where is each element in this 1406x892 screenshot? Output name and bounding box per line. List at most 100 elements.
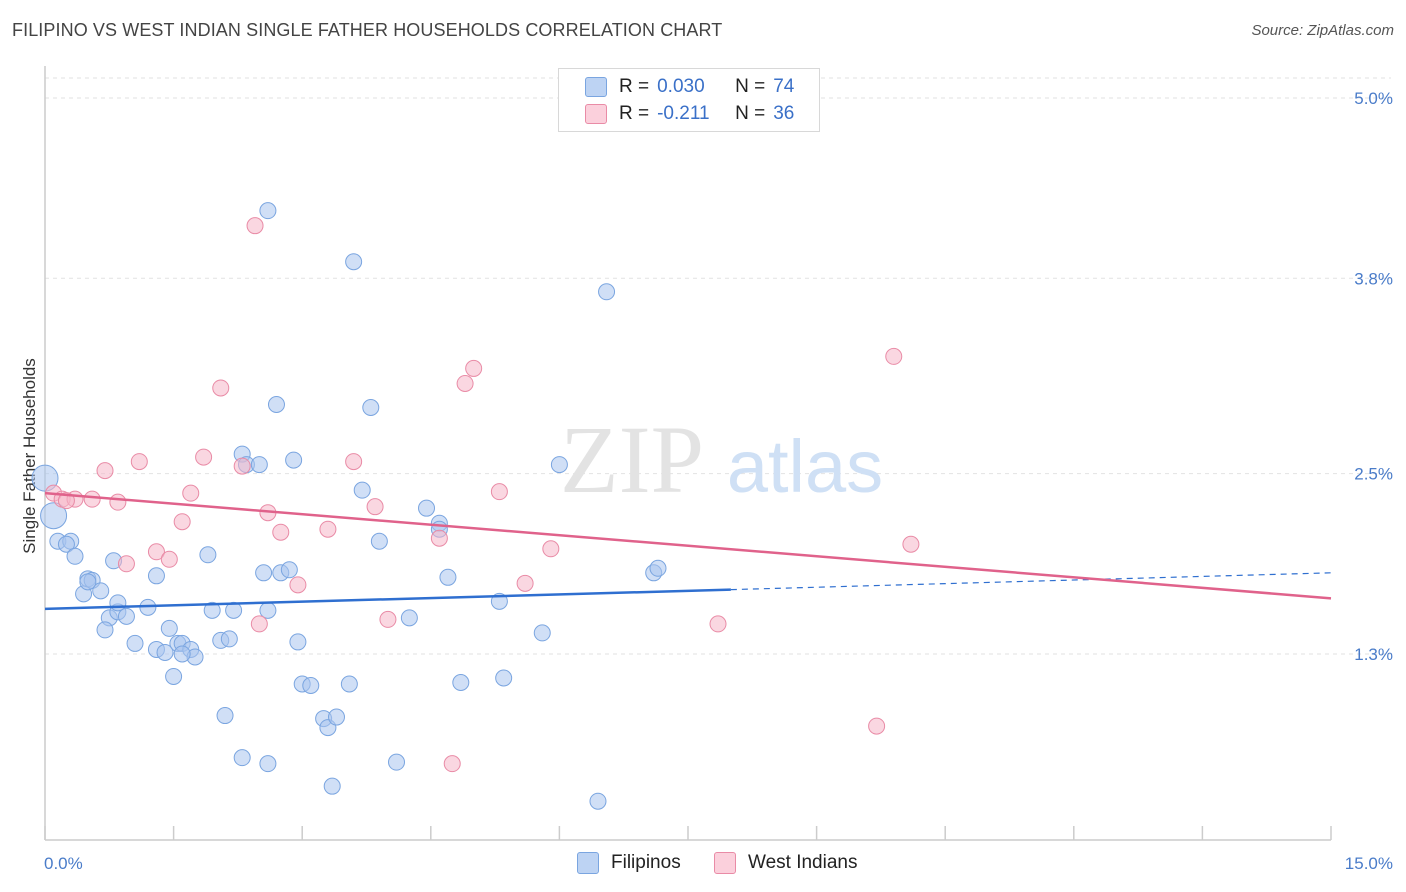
west-indians-point: [130, 453, 148, 471]
west-indians-point: [246, 217, 264, 235]
west-indians-point: [516, 574, 534, 592]
filipinos-point: [418, 499, 436, 517]
filipinos-point: [289, 633, 307, 651]
filipinos-point: [323, 777, 341, 795]
legend-r-value: 0.030: [657, 76, 705, 97]
filipinos-point: [327, 708, 345, 726]
y-tick-label: 1.3%: [1354, 645, 1393, 664]
legend-swatch-filipinos: [585, 77, 607, 97]
west-indians-trend-line: [44, 491, 1332, 600]
correlation-legend: R = 0.030 N = 74 R = -0.211 N = 36: [558, 68, 820, 132]
filipinos-trend-line-extension: [730, 572, 1332, 591]
west-indians-point: [160, 550, 178, 568]
legend-label-west-indians: West Indians: [748, 852, 858, 873]
legend-row-filipinos: R = 0.030 N = 74: [585, 74, 794, 100]
legend-item-west-indians[interactable]: West Indians: [714, 852, 857, 874]
filipinos-point: [126, 634, 144, 652]
filipinos-point: [203, 601, 221, 619]
filipinos-point: [160, 619, 178, 637]
filipinos-point: [285, 451, 303, 469]
west-indians-point: [109, 493, 127, 511]
filipinos-point: [439, 568, 457, 586]
filipinos-point: [400, 609, 418, 627]
filipinos-point: [550, 456, 568, 474]
chart-title: FILIPINO VS WEST INDIAN SINGLE FATHER HO…: [12, 20, 723, 40]
west-indians-point: [289, 576, 307, 594]
west-indians-point: [195, 448, 213, 466]
watermark-zip: ZIP: [560, 406, 704, 513]
legend-r-value: -0.211: [657, 103, 710, 124]
filipinos-point: [199, 546, 217, 564]
west-indians-point: [147, 543, 165, 561]
filipinos-point: [589, 792, 607, 810]
legend-n-label: N =: [735, 76, 766, 97]
west-indians-point: [173, 513, 191, 531]
legend-swatch-filipinos: [577, 852, 599, 874]
filipinos-point: [353, 481, 371, 499]
west-indians-point: [272, 523, 290, 541]
west-indians-point: [345, 453, 363, 471]
west-indians-point: [465, 359, 483, 377]
west-indians-point: [233, 457, 251, 475]
filipinos-point: [370, 532, 388, 550]
filipinos-point: [533, 624, 551, 642]
series-legend: Filipinos West Indians: [0, 852, 1406, 878]
west-indians-point: [117, 555, 135, 573]
grid-lines: [45, 77, 1391, 655]
filipinos-point: [31, 464, 59, 492]
legend-n-value: 74: [773, 76, 795, 97]
filipinos-point: [165, 667, 183, 685]
filipinos-point: [147, 567, 165, 585]
filipinos-point: [259, 755, 277, 773]
legend-label-filipinos: Filipinos: [611, 852, 681, 873]
watermark-atlas: atlas: [727, 425, 883, 508]
axes: [44, 66, 1332, 841]
west-indians-point: [250, 615, 268, 633]
west-indians-point: [366, 498, 384, 516]
west-indians-point: [96, 462, 114, 480]
legend-n-label: N =: [735, 103, 766, 124]
legend-r-label: R =: [619, 76, 650, 97]
filipinos-point: [340, 675, 358, 693]
x-tick-label-min: 0.0%: [44, 854, 83, 873]
filipinos-point: [267, 396, 285, 414]
filipinos-point: [66, 547, 84, 565]
filipinos-point: [220, 630, 238, 648]
y-tick-label: 5.0%: [1354, 89, 1393, 108]
west-indians-point: [542, 540, 560, 558]
filipinos-point: [92, 582, 110, 600]
filipinos-point: [96, 621, 114, 639]
west-indians-point: [182, 484, 200, 502]
west-indians-point: [902, 535, 920, 553]
trend-lines: [44, 491, 1332, 611]
filipinos-point: [79, 573, 97, 591]
west-indians-point: [456, 374, 474, 392]
filipinos-point: [109, 594, 127, 612]
west-indians-point: [443, 755, 461, 773]
legend-n-value: 36: [773, 103, 795, 124]
legend-row-west-indians: R = -0.211 N = 36: [585, 101, 794, 127]
filipinos-point: [362, 399, 380, 417]
filipinos-point: [649, 559, 667, 577]
west-indians-point: [57, 492, 75, 510]
west-indians-point: [212, 379, 230, 397]
legend-swatch-west-indians: [585, 104, 607, 124]
filipinos-point: [173, 645, 191, 663]
legend-item-filipinos[interactable]: Filipinos: [577, 852, 681, 874]
y-tick-label: 3.8%: [1354, 269, 1393, 288]
filipinos-point: [250, 456, 268, 474]
filipinos-point: [255, 564, 273, 582]
west-indians-point: [430, 529, 448, 547]
data-points: [31, 202, 920, 810]
filipinos-point: [495, 669, 513, 687]
west-indians-point: [868, 717, 886, 735]
filipinos-point: [280, 561, 298, 579]
filipinos-point: [452, 674, 470, 692]
x-tick-label-max: 15.0%: [1345, 854, 1393, 873]
tick-labels: 1.3% 2.5% 3.8% 5.0% 0.0% 15.0%: [44, 89, 1393, 873]
legend-r-label: R =: [619, 103, 650, 124]
filipinos-point: [156, 643, 174, 661]
filipinos-point: [259, 202, 277, 220]
west-indians-point: [490, 483, 508, 501]
